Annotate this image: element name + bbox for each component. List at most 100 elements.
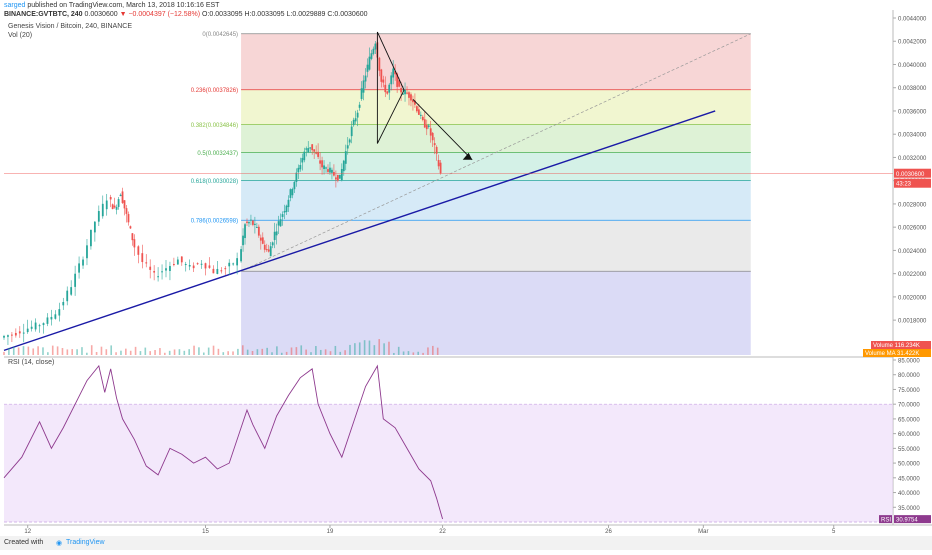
candle-body xyxy=(404,89,406,95)
fib-level-label: 0.236(0.0037826) xyxy=(191,88,238,94)
candle-body xyxy=(117,199,120,207)
last-price-readout: 0.0030600 xyxy=(84,11,118,18)
instrument-title: Genesis Vision / Bitcoin, 240, BINANCE xyxy=(8,23,132,30)
candle-body xyxy=(101,203,104,217)
volume-bar xyxy=(100,346,103,355)
candle-body xyxy=(22,332,25,334)
candle-body xyxy=(172,264,175,266)
candle-body xyxy=(208,265,211,268)
publish-info: published on TradingView.com, March 13, … xyxy=(27,2,220,9)
candle-body xyxy=(129,226,132,229)
candle-body xyxy=(165,268,167,271)
candle-body xyxy=(176,259,179,265)
candle-body xyxy=(253,223,256,225)
candle-body xyxy=(317,151,320,157)
tradingview-logo-icon: ◉ xyxy=(56,540,63,547)
candle-body xyxy=(315,152,318,154)
countdown-tag xyxy=(894,178,931,188)
author-name[interactable]: sarged xyxy=(4,2,26,9)
candle-body xyxy=(295,172,298,182)
candle-body xyxy=(342,160,345,172)
price-tick-label: 0.0042000 xyxy=(898,40,927,46)
candle-body xyxy=(188,265,191,267)
time-tick-label: 19 xyxy=(327,529,334,535)
candle-body xyxy=(115,207,118,210)
candle-body xyxy=(58,309,61,316)
candle-body xyxy=(350,126,353,137)
candle-body xyxy=(293,181,296,190)
countdown-label: 43:23 xyxy=(896,182,912,188)
candle-body xyxy=(435,146,438,154)
price-tick-label: 0.0038000 xyxy=(898,86,927,92)
candle-body xyxy=(415,106,418,112)
volume-bar xyxy=(329,351,332,355)
candle-body xyxy=(224,268,227,270)
volume-bar xyxy=(373,345,376,355)
volume-bar xyxy=(222,352,225,355)
candle-body xyxy=(396,73,399,87)
candle-body xyxy=(196,263,199,265)
candle-body xyxy=(425,125,428,130)
candle-body xyxy=(14,332,17,336)
high-readout: H:0.0033095 xyxy=(244,11,285,18)
candle-body xyxy=(169,266,171,271)
candle-body xyxy=(305,148,308,150)
volume-bar xyxy=(51,345,54,355)
candle-body xyxy=(433,143,436,146)
candle-body xyxy=(406,92,408,94)
candle-body xyxy=(372,48,375,54)
candle-body xyxy=(319,160,321,164)
volume-bar xyxy=(86,352,88,355)
candle-body xyxy=(220,270,223,272)
candle-body xyxy=(141,253,144,263)
candle-body xyxy=(78,263,80,273)
candle-body xyxy=(70,287,73,295)
candle-body xyxy=(362,80,365,93)
candle-body xyxy=(271,242,274,246)
volume-bar xyxy=(251,351,254,355)
candle-body xyxy=(54,314,57,319)
candle-body xyxy=(402,93,404,95)
volume-bar xyxy=(198,347,200,355)
volume-bar xyxy=(76,349,78,355)
price-tick-label: 0.0044000 xyxy=(898,17,927,23)
volume-bar xyxy=(344,350,346,355)
candle-body xyxy=(133,239,136,248)
footer-brand[interactable]: TradingView xyxy=(66,539,105,546)
volume-bar xyxy=(193,345,195,355)
rsi-tick-label: 85.0000 xyxy=(898,359,920,365)
volume-legend: Vol (20) xyxy=(8,32,33,39)
volume-bar xyxy=(173,349,176,355)
volume-bar xyxy=(81,347,83,355)
rsi-band xyxy=(4,404,893,522)
fib-band xyxy=(241,220,751,272)
symbol-line: BINANCE:GVTBTC, 240 xyxy=(4,11,83,18)
chart-header: sarged published on TradingView.com, Mar… xyxy=(4,1,368,19)
ascending-trendline xyxy=(3,110,716,352)
low-readout: L:0.0029889 xyxy=(286,11,326,18)
close-readout: C:0.0030600 xyxy=(327,11,368,18)
volume-bar xyxy=(246,349,249,355)
candle-body xyxy=(259,237,262,241)
price-tick-label: 0.0018000 xyxy=(898,319,927,325)
volume-bar xyxy=(125,348,127,355)
candle-body xyxy=(119,194,122,197)
price-tick-label: 0.0028000 xyxy=(898,202,927,208)
volume-bar xyxy=(110,345,113,355)
volume-bar xyxy=(95,352,98,355)
volume-bar xyxy=(115,352,117,355)
candle-body xyxy=(289,189,292,198)
volume-bar xyxy=(90,345,93,355)
rsi-tick-label: 55.0000 xyxy=(898,447,920,453)
price-tick-label: 0.0024000 xyxy=(898,249,927,255)
volume-bar xyxy=(417,351,420,355)
candle-body xyxy=(348,139,351,143)
volume-bar xyxy=(388,341,390,355)
rsi-tag-label: RSI xyxy=(881,518,891,524)
candle-body xyxy=(325,167,327,169)
rsi-tag xyxy=(879,515,892,524)
volume-bar xyxy=(285,351,288,355)
candle-body xyxy=(240,249,242,262)
instrument-legend: Genesis Vision / Bitcoin, 240, BINANCE V… xyxy=(8,22,132,40)
